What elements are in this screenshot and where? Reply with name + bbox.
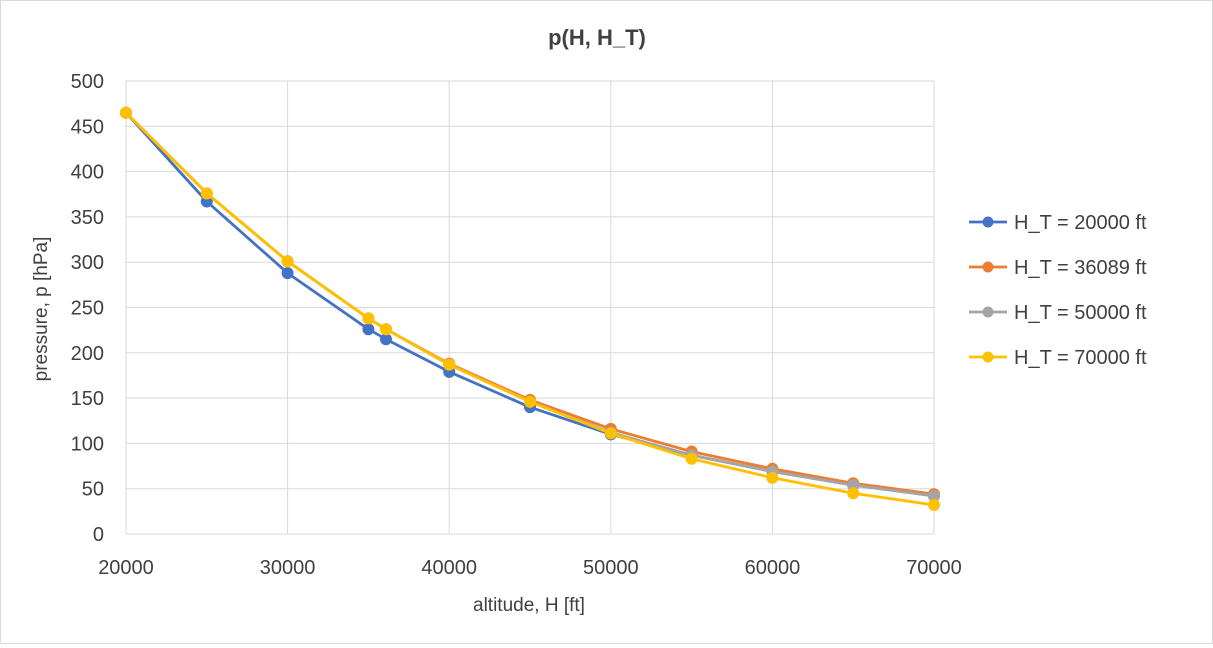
- data-point: [379, 323, 392, 336]
- x-tick-label: 20000: [98, 557, 154, 579]
- x-tick-label: 50000: [583, 557, 639, 579]
- series-4: [120, 106, 940, 512]
- legend-item: H_T = 20000 ft: [969, 212, 1147, 234]
- x-tick-label: 60000: [745, 557, 801, 579]
- y-tick-label: 150: [71, 388, 104, 410]
- y-tick-label: 300: [71, 252, 104, 274]
- y-tick-label: 250: [71, 298, 104, 320]
- y-axis-label: pressure, p [hPa]: [31, 237, 52, 382]
- y-tick-label: 450: [71, 116, 104, 138]
- data-point: [443, 358, 456, 371]
- data-point: [524, 395, 536, 408]
- data-point: [379, 333, 392, 346]
- data-point: [604, 427, 617, 440]
- legend-label: H_T = 50000 ft: [1014, 302, 1147, 324]
- y-tick-label: 50: [82, 479, 104, 501]
- legend-label: H_T = 70000 ft: [1014, 347, 1147, 369]
- y-tick-label: 350: [71, 207, 104, 229]
- tick-labels: 0 50 100 150 200 250 300 350 400 450 500 20000 30000…: [71, 71, 962, 579]
- legend-swatch-marker: [982, 351, 994, 363]
- data-point: [281, 255, 294, 268]
- legend-item: H_T = 50000 ft: [969, 302, 1147, 324]
- data-point: [281, 267, 294, 280]
- data-point: [685, 452, 698, 465]
- series-2: [120, 106, 940, 501]
- legend-item: H_T = 70000 ft: [969, 347, 1147, 369]
- data-point: [200, 187, 213, 200]
- x-axis-label: altitude, H [ft]: [473, 595, 585, 616]
- grid: [125, 80, 935, 535]
- y-tick-label: 200: [71, 343, 104, 365]
- data-point: [766, 471, 779, 484]
- legend-label: H_T = 20000 ft: [1014, 212, 1147, 234]
- legend-swatch-marker: [982, 306, 994, 318]
- legend: H_T = 20000 ft H_T = 36089 ft H_T = 50000 …: [969, 212, 1147, 369]
- legend-swatch-marker: [982, 216, 994, 228]
- series-line: [124, 111, 936, 507]
- x-tick-label: 40000: [421, 557, 477, 579]
- series-line: [124, 111, 936, 498]
- y-tick-label: 100: [71, 433, 104, 455]
- y-tick-label: 0: [93, 524, 104, 546]
- series-line: [124, 111, 936, 498]
- series-1: [120, 106, 940, 502]
- legend-item: H_T = 36089 ft: [969, 257, 1147, 279]
- series-group: [120, 106, 940, 512]
- data-point: [847, 487, 860, 500]
- x-tick-label: 30000: [260, 557, 316, 579]
- data-point: [362, 323, 375, 336]
- series-line: [124, 111, 936, 496]
- data-point: [120, 106, 132, 119]
- legend-swatch-marker: [982, 261, 994, 273]
- x-tick-label: 70000: [906, 557, 962, 579]
- data-point: [928, 499, 940, 512]
- series-3: [120, 106, 940, 502]
- y-tick-label: 400: [71, 162, 104, 184]
- data-point: [362, 312, 375, 325]
- legend-label: H_T = 36089 ft: [1014, 257, 1147, 279]
- chart-title: p(H, H_T): [548, 25, 646, 50]
- y-tick-label: 500: [71, 71, 104, 93]
